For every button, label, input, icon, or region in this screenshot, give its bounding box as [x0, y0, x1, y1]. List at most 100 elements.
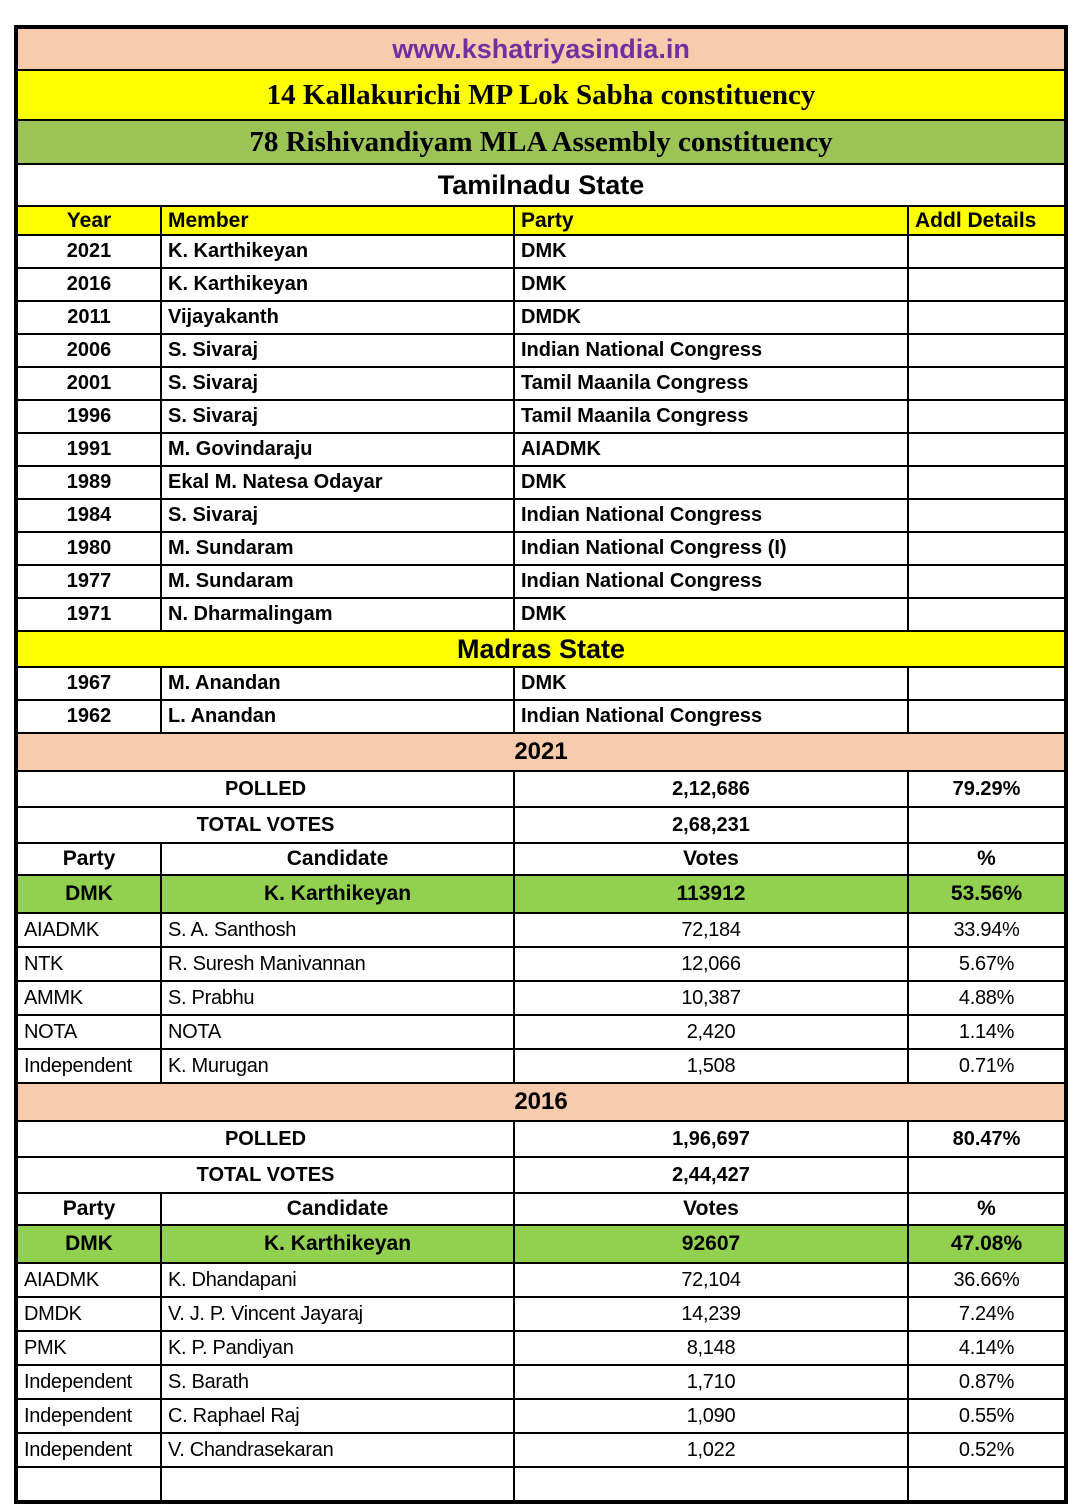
votes-cell: 72,184	[513, 912, 909, 948]
member-cell: M. Anandan	[160, 666, 515, 701]
candidate-cell: K. Karthikeyan	[160, 874, 515, 914]
col-header-party: Party	[15, 1192, 162, 1226]
polled-label: POLLED	[15, 770, 515, 808]
result-row: Independent V. Chandrasekaran 1,022 0.52…	[15, 1432, 1068, 1468]
site-url[interactable]: www.kshatriyasindia.in	[14, 26, 1068, 71]
polled-pct: 80.47%	[906, 1120, 1068, 1158]
pct-cell: 0.52%	[906, 1432, 1068, 1468]
election-year-row: 2021	[14, 732, 1068, 772]
candidate-cell: K. Dhandapani	[160, 1262, 515, 1298]
addl-cell	[906, 531, 1068, 566]
result-row: Independent C. Raphael Raj 1,090 0.55%	[15, 1398, 1068, 1434]
party-cell: Indian National Congress	[513, 564, 909, 599]
polled-votes: 1,96,697	[513, 1120, 909, 1158]
party-cell: DMDK	[15, 1296, 162, 1332]
pct-cell: 53.56%	[906, 874, 1068, 914]
member-cell: M. Govindaraju	[160, 432, 515, 467]
winner-row: DMK K. Karthikeyan 92607 47.08%	[15, 1224, 1068, 1264]
party-cell: Indian National Congress	[513, 333, 909, 368]
member-cell: N. Dharmalingam	[160, 597, 515, 632]
member-cell: Vijayakanth	[160, 300, 515, 335]
polled-pct: 79.29%	[906, 770, 1068, 808]
year-cell: 1977	[15, 564, 162, 599]
state-label: Tamilnadu State	[14, 163, 1068, 207]
col-header-pct: %	[906, 1192, 1068, 1226]
party-cell: DMK	[15, 874, 162, 914]
polled-label: POLLED	[15, 1120, 515, 1158]
results-header-row: Party Candidate Votes %	[15, 842, 1068, 876]
total-votes-pct	[906, 1156, 1068, 1194]
votes-cell	[513, 1466, 909, 1503]
party-cell: Independent	[15, 1398, 162, 1434]
addl-cell	[906, 666, 1068, 701]
party-cell: Independent	[15, 1364, 162, 1400]
total-votes-value: 2,44,427	[513, 1156, 909, 1194]
votes-cell: 2,420	[513, 1014, 909, 1050]
total-votes-label: TOTAL VOTES	[15, 806, 515, 844]
addl-cell	[906, 333, 1068, 368]
year-cell: 1971	[15, 597, 162, 632]
party-cell: DMDK	[513, 300, 909, 335]
result-row: PMK K. P. Pandiyan 8,148 4.14%	[15, 1330, 1068, 1366]
votes-cell: 1,508	[513, 1048, 909, 1084]
col-header-candidate: Candidate	[160, 1192, 515, 1226]
member-cell: L. Anandan	[160, 699, 515, 734]
constituency-table: www.kshatriyasindia.in 14 Kallakurichi M…	[14, 25, 1069, 1504]
result-row: AIADMK S. A. Santhosh 72,184 33.94%	[15, 912, 1068, 948]
tamilnadu-state-row: Tamilnadu State	[14, 163, 1068, 207]
candidate-cell: S. A. Santhosh	[160, 912, 515, 948]
pct-cell: 0.71%	[906, 1048, 1068, 1084]
votes-cell: 72,104	[513, 1262, 909, 1298]
polled-row: POLLED 2,12,686 79.29%	[15, 770, 1068, 808]
election-year: 2016	[14, 1082, 1068, 1122]
member-cell: M. Sundaram	[160, 531, 515, 566]
member-row: 2006 S. Sivaraj Indian National Congress	[15, 333, 1068, 368]
result-row: DMDK V. J. P. Vincent Jayaraj 14,239 7.2…	[15, 1296, 1068, 1332]
addl-cell	[906, 597, 1068, 632]
election-year: 2021	[14, 732, 1068, 772]
candidate-cell: NOTA	[160, 1014, 515, 1050]
addl-cell	[906, 564, 1068, 599]
party-cell: Indian National Congress	[513, 498, 909, 533]
mp-constituency-row: 14 Kallakurichi MP Lok Sabha constituenc…	[14, 69, 1068, 121]
result-row: AMMK S. Prabhu 10,387 4.88%	[15, 980, 1068, 1016]
votes-cell: 12,066	[513, 946, 909, 982]
result-row	[15, 1466, 1068, 1503]
addl-cell	[906, 699, 1068, 734]
member-cell: K. Karthikeyan	[160, 234, 515, 269]
result-row: Independent K. Murugan 1,508 0.71%	[15, 1048, 1068, 1084]
total-votes-value: 2,68,231	[513, 806, 909, 844]
party-cell: DMK	[15, 1224, 162, 1264]
result-row: Independent S. Barath 1,710 0.87%	[15, 1364, 1068, 1400]
addl-cell	[906, 498, 1068, 533]
candidate-cell: K. P. Pandiyan	[160, 1330, 515, 1366]
party-cell: DMK	[513, 666, 909, 701]
party-cell	[15, 1466, 162, 1503]
party-cell: AIADMK	[513, 432, 909, 467]
winner-row: DMK K. Karthikeyan 113912 53.56%	[15, 874, 1068, 914]
result-row: NOTA NOTA 2,420 1.14%	[15, 1014, 1068, 1050]
pct-cell	[906, 1466, 1068, 1503]
party-cell: DMK	[513, 597, 909, 632]
candidate-cell: C. Raphael Raj	[160, 1398, 515, 1434]
mp-constituency-title: 14 Kallakurichi MP Lok Sabha constituenc…	[14, 69, 1068, 121]
col-header-party: Party	[15, 842, 162, 876]
col-header-party: Party	[513, 205, 909, 236]
mla-constituency-title: 78 Rishivandiyam MLA Assembly constituen…	[14, 119, 1068, 165]
year-cell: 2021	[15, 234, 162, 269]
year-cell: 2011	[15, 300, 162, 335]
party-cell: NTK	[15, 946, 162, 982]
member-cell: M. Sundaram	[160, 564, 515, 599]
candidate-cell: R. Suresh Manivannan	[160, 946, 515, 982]
party-cell: Independent	[15, 1048, 162, 1084]
col-header-addl: Addl Details	[906, 205, 1068, 236]
pct-cell: 4.88%	[906, 980, 1068, 1016]
year-cell: 1984	[15, 498, 162, 533]
member-row: 1962 L. Anandan Indian National Congress	[15, 699, 1068, 734]
member-row: 1971 N. Dharmalingam DMK	[15, 597, 1068, 632]
col-header-votes: Votes	[513, 1192, 909, 1226]
addl-cell	[906, 432, 1068, 467]
col-header-year: Year	[15, 205, 162, 236]
candidate-cell: K. Karthikeyan	[160, 1224, 515, 1264]
member-cell: K. Karthikeyan	[160, 267, 515, 302]
